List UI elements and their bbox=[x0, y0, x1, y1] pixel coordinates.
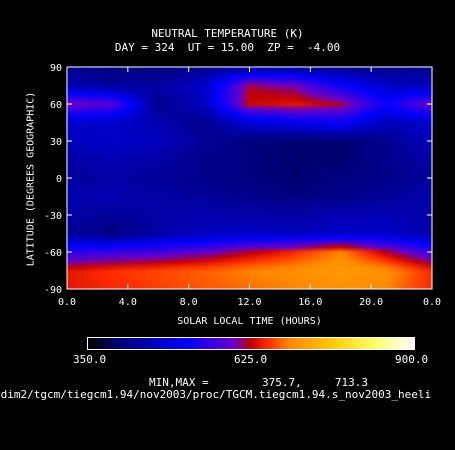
colorbar-max-label: 900.0 bbox=[395, 353, 429, 366]
x-tick-label: 0.0 bbox=[58, 297, 76, 308]
x-tick-label: 4.0 bbox=[119, 297, 137, 308]
y-tick-label: -90 bbox=[44, 285, 62, 296]
colorbar-min-label: 350.0 bbox=[73, 353, 107, 366]
x-tick-label: 20.0 bbox=[359, 297, 383, 308]
x-axis-label: SOLAR LOCAL TIME (HOURS) bbox=[177, 316, 322, 327]
y-tick-label: 0 bbox=[56, 174, 62, 185]
chart-axes: 0.0 4.0 8.0 12.0 16.0 20.0 0.0 90 60 30 0 -30 -60 -90 bbox=[44, 63, 441, 308]
y-tick-label: -60 bbox=[44, 248, 62, 259]
x-tick-label: 12.0 bbox=[237, 297, 261, 308]
temperature-heatmap bbox=[67, 67, 432, 289]
colorbar bbox=[87, 337, 415, 350]
chart-title: NEUTRAL TEMPERATURE (K) bbox=[151, 27, 304, 40]
x-tick-label: 8.0 bbox=[180, 297, 198, 308]
colorbar-mid-label: 625.0 bbox=[234, 353, 268, 366]
heatmap-plot-area bbox=[67, 67, 432, 289]
minmax-label: MIN,MAX = bbox=[149, 376, 209, 389]
minmax-values: 375.7, 713.3 bbox=[262, 376, 368, 389]
y-tick-label: 60 bbox=[50, 100, 62, 111]
x-tick-label: 0.0 bbox=[423, 297, 441, 308]
y-tick-label: 90 bbox=[50, 63, 62, 74]
source-file-path: /dim2/tgcm/tiegcm1.94/nov2003/proc/TGCM.… bbox=[0, 388, 432, 401]
x-tick-label: 16.0 bbox=[298, 297, 322, 308]
plot-frame bbox=[66, 66, 433, 290]
chart-subtitle: DAY = 324 UT = 15.00 ZP = -4.00 bbox=[114, 41, 341, 54]
y-tick-label: 30 bbox=[50, 137, 62, 148]
y-tick-label: -30 bbox=[44, 211, 62, 222]
